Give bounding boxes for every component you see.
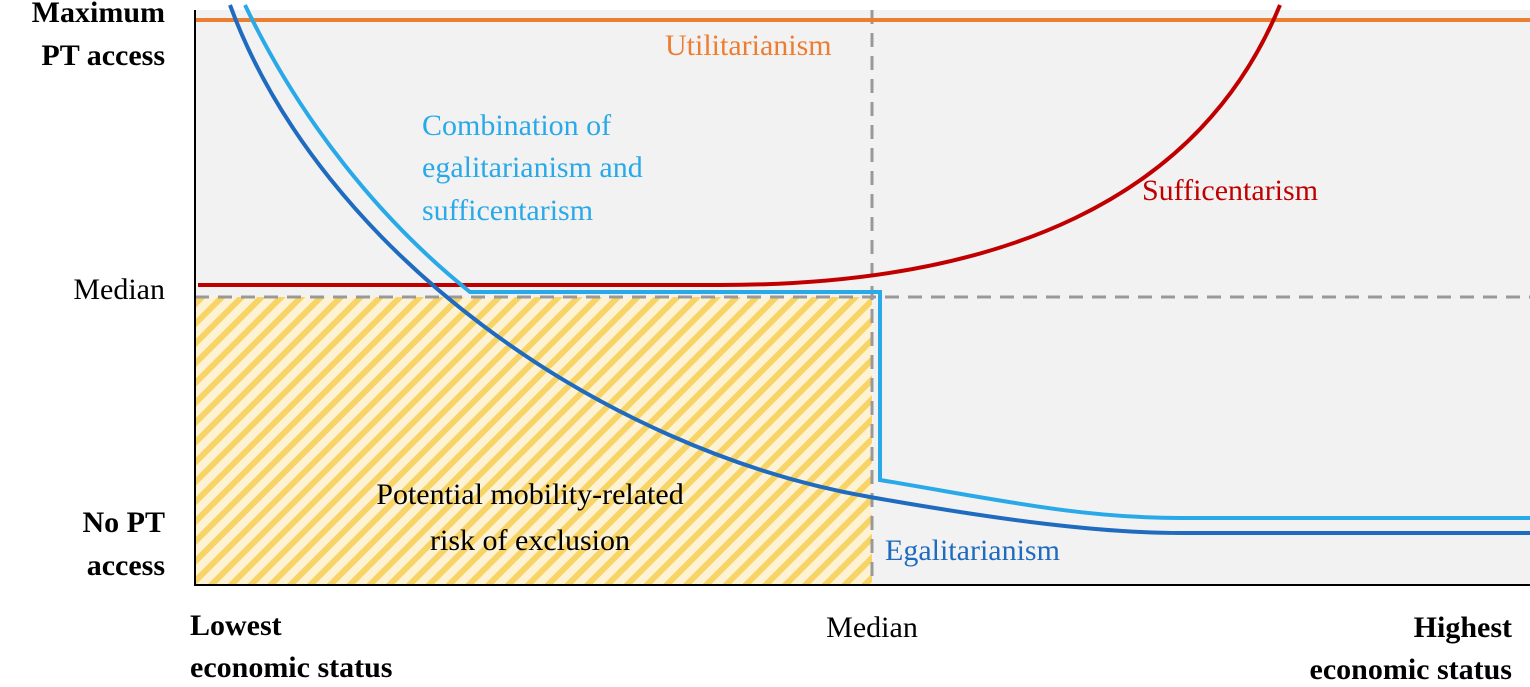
- sufficentarianism-curve: [198, 4, 1282, 287]
- y-bottom-label: access: [87, 549, 165, 582]
- utilitarianism-label: Utilitarianism: [665, 29, 832, 62]
- y-median-label: Median: [73, 273, 165, 306]
- sufficentarianism-label: Sufficentarism: [1142, 174, 1318, 207]
- x-right-label: economic status: [1310, 653, 1512, 686]
- combination-label: sufficentarism: [422, 194, 593, 227]
- egalitarianism-label: Egalitarianism: [885, 534, 1060, 567]
- exclusion-region: [195, 297, 872, 585]
- combination-curve: [243, 4, 1530, 520]
- x-median-label: Median: [826, 611, 918, 644]
- x-right-label: Highest: [1414, 611, 1512, 644]
- region-label: Potential mobility-related: [376, 478, 683, 511]
- y-top-label: PT access: [41, 39, 165, 72]
- region-label: risk of exclusion: [430, 524, 630, 557]
- y-bottom-label: No PT: [83, 506, 166, 539]
- y-top-label: Maximum: [32, 0, 165, 29]
- combination-label: egalitarianism and: [422, 151, 643, 184]
- egalitarianism-curve: [228, 4, 1530, 535]
- combination-label: Combination of: [422, 109, 611, 142]
- x-left-label: Lowest: [190, 609, 282, 642]
- x-left-label: economic status: [190, 651, 392, 684]
